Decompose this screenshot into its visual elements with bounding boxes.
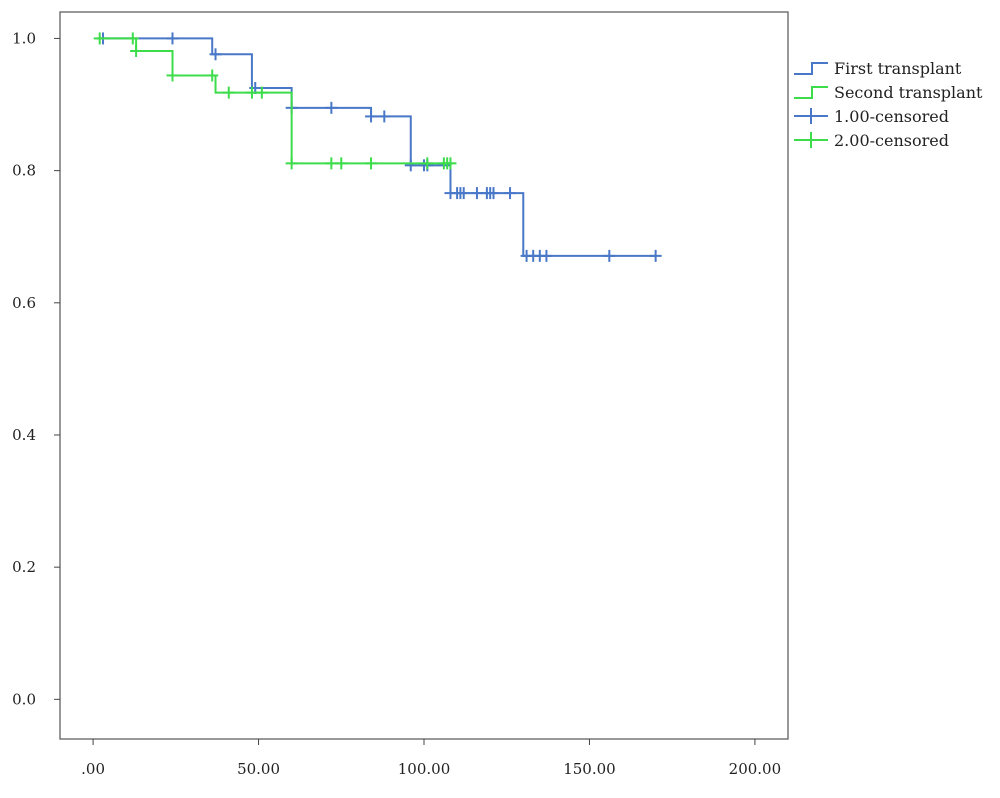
censor-mark xyxy=(325,101,338,114)
censor-mark xyxy=(206,69,219,82)
censor-mark xyxy=(285,157,298,170)
legend-item: First transplant xyxy=(794,59,962,78)
legend-step-swatch xyxy=(794,62,828,75)
censor-mark xyxy=(504,187,517,200)
x-tick-label: 100.00 xyxy=(398,760,451,778)
censor-mark xyxy=(378,110,391,123)
censor-mark xyxy=(540,249,553,262)
censor-mark xyxy=(404,159,417,172)
legend-label: First transplant xyxy=(834,59,962,78)
y-tick-label: 0.8 xyxy=(12,162,36,180)
y-axis: 0.0 0.2 0.4 0.6 0.8 1.0 xyxy=(12,29,60,708)
censor-mark xyxy=(487,187,500,200)
survival-step-line xyxy=(99,37,451,165)
censor-mark xyxy=(603,249,616,262)
censor-mark xyxy=(255,86,268,99)
x-axis: .00 50.00 100.00 150.00 200.00 xyxy=(81,739,781,778)
y-tick-label: 0.0 xyxy=(12,690,36,708)
censor-mark xyxy=(421,157,434,170)
censor-mark xyxy=(93,32,106,45)
legend-item: 2.00-censored xyxy=(794,131,949,150)
y-tick-label: 1.0 xyxy=(12,29,36,47)
censor-mark xyxy=(166,32,179,45)
censor-mark xyxy=(444,157,457,170)
y-tick-label: 0.2 xyxy=(12,558,36,576)
censor-mark xyxy=(335,157,348,170)
censor-mark xyxy=(130,44,143,57)
legend-label: 1.00-censored xyxy=(834,107,949,126)
legend-item: 1.00-censored xyxy=(794,107,949,126)
censor-mark xyxy=(222,86,235,99)
censor-mark xyxy=(365,110,378,123)
legend: First transplant Second transplant 1.00-ce… xyxy=(794,59,983,150)
censor-mark xyxy=(365,157,378,170)
series-layer xyxy=(93,32,662,262)
x-tick-label: .00 xyxy=(81,760,105,778)
censor-mark xyxy=(457,187,470,200)
censor-mark xyxy=(209,48,222,61)
censor-mark xyxy=(126,32,139,45)
series-second-transplant xyxy=(93,32,457,170)
legend-label: 2.00-censored xyxy=(834,131,949,150)
censor-mark xyxy=(166,69,179,82)
legend-step-swatch xyxy=(794,86,828,99)
x-tick-label: 200.00 xyxy=(729,760,782,778)
legend-label: Second transplant xyxy=(834,83,983,102)
x-tick-label: 50.00 xyxy=(237,760,280,778)
x-tick-label: 150.00 xyxy=(563,760,616,778)
legend-item: Second transplant xyxy=(794,83,983,102)
y-tick-label: 0.6 xyxy=(12,294,36,312)
y-tick-label: 0.4 xyxy=(12,426,36,444)
plot-area-frame xyxy=(59,11,789,740)
censor-mark xyxy=(649,249,662,262)
